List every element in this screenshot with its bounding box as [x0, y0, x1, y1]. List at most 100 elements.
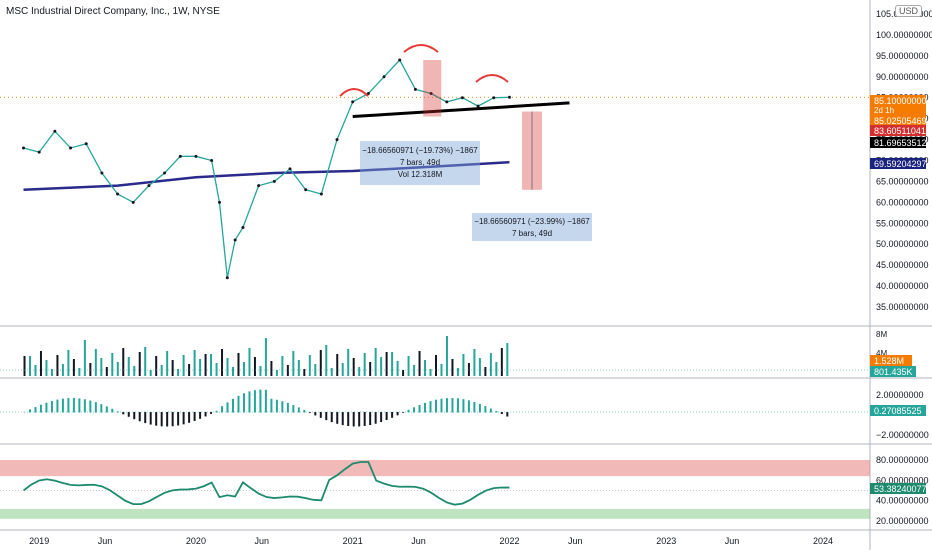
volume-label: 1.528M: [874, 356, 904, 366]
volume-bar: [177, 369, 180, 376]
price-point: [398, 58, 402, 62]
price-point: [178, 154, 182, 158]
price-label-sub: 2d 1h: [874, 106, 894, 115]
price-label: 69.59204297: [874, 159, 927, 169]
price-point: [116, 192, 120, 196]
price-point: [53, 129, 57, 133]
macd-bar: [473, 401, 476, 413]
volume-bar: [495, 362, 498, 376]
volume-bar: [122, 348, 125, 376]
macd-bar: [242, 393, 245, 413]
macd-bar: [308, 412, 311, 413]
macd-bar: [122, 412, 125, 415]
macd-bar: [407, 409, 410, 413]
macd-bar: [303, 409, 306, 413]
price-point: [84, 142, 88, 146]
price-tick-label: 95.00000000: [876, 51, 929, 61]
macd-bar: [363, 412, 366, 426]
macd-bar: [188, 412, 191, 423]
price-point: [335, 138, 339, 142]
volume-bar: [281, 356, 284, 376]
measure-1-line3: Vol 12.318M: [398, 170, 443, 179]
price-tick-label: 45.00000000: [876, 260, 929, 270]
macd-bar: [232, 398, 234, 413]
macd-bar: [424, 402, 427, 413]
price-tick-label: 55.00000000: [876, 218, 929, 228]
price-tick-label: 50.00000000: [876, 239, 929, 249]
price-label-bg: [870, 158, 926, 169]
volume-bar: [435, 355, 437, 376]
macd-bar: [440, 398, 443, 413]
volume-bar: [363, 353, 366, 376]
macd-bar: [281, 401, 284, 413]
volume-bar: [374, 348, 377, 376]
volume-bar: [127, 357, 130, 376]
volume-bar: [429, 369, 432, 376]
price-point: [194, 154, 198, 158]
pattern-arc: [403, 44, 439, 53]
measure-1-line1: −18.66560971 (−19.73%) −1867: [362, 146, 478, 155]
volume-bar: [253, 357, 256, 376]
volume-bar: [56, 355, 59, 376]
volume-label-bg: [870, 366, 916, 377]
volume-bar: [391, 352, 394, 376]
macd-label: 0.27085525: [874, 406, 922, 416]
volume-bar: [500, 348, 503, 376]
macd-bar: [149, 412, 152, 425]
macd-bar: [221, 406, 224, 413]
price-tick-label: 65.00000000: [876, 176, 929, 186]
volume-bar: [210, 354, 213, 376]
volume-bar: [352, 358, 355, 376]
volume-bar: [237, 353, 240, 376]
price-tick-label: 100.00000000: [876, 30, 932, 40]
price-label-bg: [870, 95, 926, 115]
volume-bar: [221, 349, 224, 376]
macd-bar: [380, 412, 383, 423]
volume-bar: [133, 366, 136, 376]
macd-bar: [127, 412, 130, 417]
currency-badge[interactable]: USD: [894, 5, 922, 17]
volume-bar: [456, 368, 459, 376]
volume-bar: [484, 367, 487, 376]
macd-bar: [204, 412, 207, 417]
volume-bar: [45, 360, 48, 376]
rsi-tick-label: 60.00000000: [876, 475, 929, 485]
macd-bar: [259, 389, 262, 413]
macd-bar: [237, 395, 240, 413]
rsi-label: 53.38240077: [874, 484, 927, 494]
macd-bar: [396, 412, 399, 416]
volume-bar: [29, 356, 31, 376]
macd-bar: [78, 398, 81, 413]
price-point: [163, 171, 167, 175]
volume-bar: [100, 358, 103, 376]
price-point: [476, 104, 480, 108]
neckline: [352, 101, 570, 119]
volume-bar: [171, 360, 174, 376]
macd-bar: [314, 412, 317, 416]
macd-bar: [253, 390, 256, 413]
volume-bar: [138, 352, 141, 376]
volume-bar: [204, 354, 207, 376]
macd-bar: [67, 398, 70, 413]
macd-bar: [347, 412, 350, 426]
volume-bar: [413, 365, 416, 376]
macd-bar: [385, 412, 388, 421]
head-height-box: [423, 60, 442, 117]
macd-bar: [445, 398, 448, 413]
volume-bar: [292, 351, 295, 376]
macd-bar: [270, 398, 273, 413]
volume-bar: [451, 359, 454, 376]
macd-bar: [182, 412, 185, 425]
volume-bar: [286, 365, 289, 376]
measure-box-1: [360, 141, 480, 185]
macd-bar: [160, 412, 163, 427]
macd-bar: [61, 398, 64, 413]
volume-bar: [418, 351, 421, 376]
macd-bar: [330, 412, 333, 423]
volume-bar: [445, 336, 448, 376]
macd-label-bg: [870, 405, 926, 416]
rsi-tick-label: 80.00000000: [876, 455, 929, 465]
volume-bar: [264, 338, 267, 376]
macd-bar: [133, 412, 136, 420]
macd-bar: [83, 399, 86, 413]
